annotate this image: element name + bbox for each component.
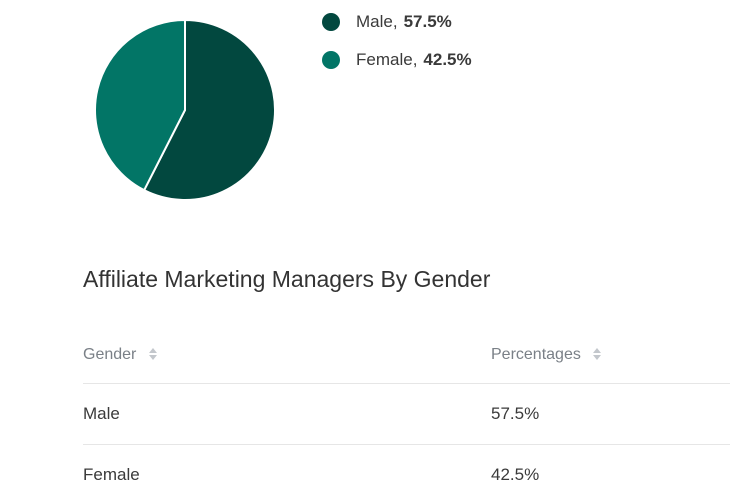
legend-swatch-female <box>322 51 340 69</box>
table-cell-gender: Male <box>83 383 491 445</box>
legend-label-male: Male <box>356 12 393 31</box>
column-header-gender[interactable]: Gender <box>83 326 491 384</box>
pie-slice-male[interactable] <box>142 18 276 201</box>
column-header-percentages-label: Percentages <box>491 345 581 363</box>
column-header-percentages[interactable]: Percentages <box>491 326 730 384</box>
section-title: Affiliate Marketing Managers By Gender <box>83 266 491 292</box>
legend-swatch-male <box>322 13 340 31</box>
legend-value-female: 42.5% <box>423 50 472 69</box>
table-cell-percentage: 57.5% <box>491 383 730 445</box>
legend-item-male[interactable]: Male, 57.5% <box>322 8 472 36</box>
table-row: Male 57.5% <box>83 383 730 445</box>
column-header-gender-label: Gender <box>83 345 137 363</box>
chart-legend: Male, 57.5% Female, 42.5% <box>322 8 472 84</box>
table-row: Female 42.5% <box>83 444 730 489</box>
pie-slice-female[interactable] <box>94 18 186 192</box>
legend-item-female[interactable]: Female, 42.5% <box>322 46 472 74</box>
sort-icon[interactable] <box>593 348 602 361</box>
legend-label-female: Female <box>356 50 413 69</box>
pie-chart <box>94 18 276 201</box>
table-header-row: Gender Percentages <box>83 326 730 384</box>
legend-value-male: 57.5% <box>403 12 452 31</box>
gender-table: Gender Percentages Male 57. <box>83 326 730 489</box>
sort-icon[interactable] <box>148 348 157 361</box>
table-cell-percentage: 42.5% <box>491 444 730 489</box>
table-cell-gender: Female <box>83 444 491 489</box>
